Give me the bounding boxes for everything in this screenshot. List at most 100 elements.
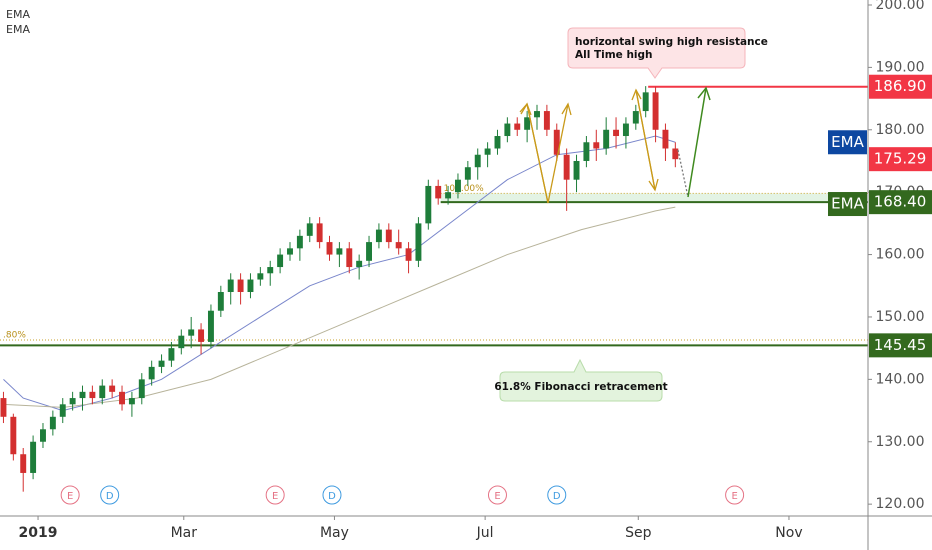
arrow-head [520, 102, 532, 116]
candle-body [89, 391, 96, 399]
candle-body [603, 129, 610, 149]
fib-label: 100.00% [444, 184, 484, 194]
event-label: D [328, 491, 336, 502]
candle-body [257, 273, 264, 280]
event-label: E [731, 491, 737, 502]
candle-body [10, 416, 17, 455]
event-marker [265, 485, 285, 505]
candle-body [642, 92, 649, 112]
candle-body [128, 398, 135, 405]
y-tick-label: 180.00 [876, 122, 925, 138]
plot-area: 100.00% .80% E D E D E D E [0, 85, 868, 505]
candle-body [237, 279, 244, 293]
price-label: 186.90 [874, 77, 927, 95]
candle-body [287, 248, 293, 255]
candle-body [69, 398, 76, 405]
price-label-box [869, 333, 932, 358]
candle-body [109, 385, 116, 392]
candle-body [198, 329, 205, 342]
candle-body [632, 111, 639, 124]
price-label-box [869, 147, 932, 172]
event-label: E [494, 491, 500, 502]
support-zone [440, 193, 868, 203]
y-tick-label: 160.00 [876, 247, 925, 263]
candle-body [49, 416, 56, 430]
y-tick-label: 120.00 [876, 496, 925, 512]
candle-body [385, 229, 392, 243]
arrow-head [631, 88, 642, 101]
candle-body [148, 366, 155, 380]
candle-body [375, 229, 382, 243]
candle-body [445, 192, 452, 199]
arrow-head [561, 102, 572, 116]
candle-body [306, 223, 313, 236]
candle-body [119, 391, 125, 405]
candle-body [207, 310, 214, 342]
callout: 61.8% Fibonacci retracement [494, 358, 668, 402]
candle-body [138, 379, 145, 399]
candle-body [168, 348, 175, 361]
candle-body [662, 129, 669, 149]
candle-body [474, 154, 481, 168]
candle-body [593, 142, 600, 149]
y-tick-label: 140.00 [876, 371, 925, 387]
candle-body [524, 117, 531, 130]
projection [677, 149, 689, 198]
candle-body [247, 279, 254, 293]
annotation-text: horizontal swing high resistance [575, 36, 768, 48]
candle-body [277, 254, 284, 268]
legend-entry: EMA [6, 23, 30, 36]
candle-body [326, 242, 333, 255]
candle-body [435, 185, 442, 199]
drawings [519, 86, 711, 204]
ema-badge-label: EMA [831, 133, 864, 151]
arrow [526, 103, 549, 204]
candle-body [543, 111, 550, 130]
candle-body [672, 148, 679, 160]
candle-body [652, 92, 659, 130]
price-label-box [869, 74, 932, 99]
candle-body [563, 154, 570, 180]
candle-body [613, 129, 620, 137]
candle-body [464, 167, 471, 180]
candle-body [494, 136, 501, 149]
y-tick-label: 190.00 [876, 59, 925, 75]
price-label: 175.29 [874, 150, 927, 168]
candle-body [59, 404, 66, 417]
event-marker [322, 485, 342, 505]
annotation-text: 61.8% Fibonacci retracement [494, 381, 667, 393]
callout-box [499, 358, 663, 402]
fib-label: .80% [3, 331, 26, 341]
candle-body [583, 142, 590, 161]
candle-body [316, 223, 323, 243]
x-tick-label: Jul [476, 525, 494, 541]
x-tick-label: Sep [625, 525, 652, 541]
candle-body [188, 329, 195, 336]
candle-body [178, 335, 185, 349]
callout-box [567, 27, 746, 79]
candle-body [217, 292, 224, 311]
x-tick-label: Mar [171, 525, 198, 541]
candle-body [425, 185, 432, 224]
candle-body [356, 260, 363, 268]
event-label: D [106, 491, 114, 502]
price-label: 168.40 [874, 193, 927, 211]
ema-line [3, 206, 676, 408]
ema-badge [828, 130, 867, 155]
arrow [635, 89, 656, 191]
candle-body [573, 160, 580, 180]
price-axis: 120.00130.00140.00150.00160.00170.00180.… [868, 0, 932, 512]
arrow [547, 103, 569, 204]
candle-body [622, 123, 629, 137]
y-tick-label: 200.00 [876, 0, 925, 13]
candle-body [79, 391, 86, 399]
event-label: E [67, 491, 73, 502]
candle-body [534, 111, 540, 118]
candle-body [40, 429, 46, 442]
candle-body [227, 279, 234, 293]
candle-body [484, 148, 491, 155]
candle-body [158, 360, 165, 367]
candle-body [405, 248, 412, 261]
candle-body [454, 179, 461, 193]
